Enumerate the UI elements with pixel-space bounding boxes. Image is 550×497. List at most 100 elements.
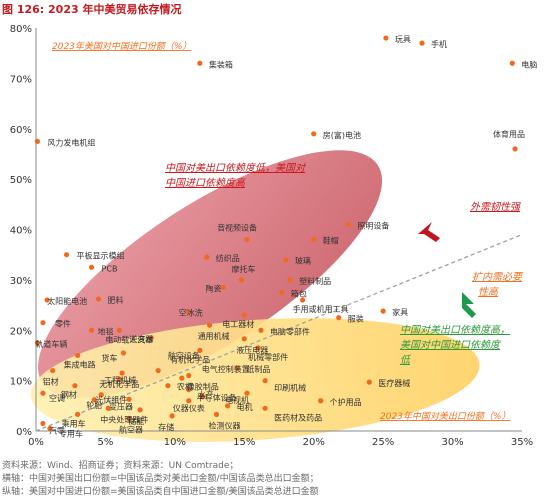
data-point (186, 398, 192, 404)
data-point (197, 347, 203, 353)
data-point (126, 415, 132, 422)
data-point (244, 236, 250, 243)
point-label: 电脑零部件 (270, 326, 310, 336)
data-point (241, 312, 247, 318)
point-label: 工程机械 (104, 375, 136, 385)
point-label: 无机化学品 (99, 379, 139, 389)
data-point (366, 379, 372, 385)
data-point (206, 322, 213, 328)
point-label: 电视机 (225, 395, 249, 405)
point-label: 航空设备 (168, 350, 200, 360)
point-label: 陶瓷 (205, 283, 221, 293)
point-label: 零件 (55, 319, 71, 329)
point-label: 中央处理器件 (100, 414, 148, 424)
point-label: 玻璃 (295, 256, 311, 266)
data-point (155, 367, 161, 374)
y-legend-caption: 2023年美国对中国进口份额（%） (52, 41, 191, 52)
point-label: 轨道车辆 (35, 339, 67, 349)
point-label: 家具 (392, 307, 408, 317)
data-point (50, 367, 56, 374)
data-point (91, 397, 97, 403)
data-point (225, 403, 231, 409)
point-label: 汽零 (49, 425, 65, 435)
x-tick-label: 25% (372, 437, 394, 448)
point-label: 机械零部件 (248, 352, 288, 362)
arrow-up-left-icon (418, 222, 440, 242)
point-label: 通用机械 (198, 331, 230, 341)
data-point (311, 131, 317, 137)
arrow-down-right-icon (462, 292, 476, 318)
y-tick-label: 50% (10, 175, 32, 186)
data-point (95, 296, 102, 302)
data-point (213, 411, 220, 417)
x-tick-label: 10% (164, 437, 186, 448)
x-tick-label: 15% (233, 437, 255, 448)
point-label: 医药材及药品 (274, 412, 322, 422)
data-point (165, 383, 171, 389)
point-label: 地毯 (98, 326, 114, 336)
point-label: 手机 (431, 39, 447, 49)
y-tick-label: 0% (16, 427, 32, 438)
data-point (44, 297, 50, 303)
data-point (279, 289, 285, 296)
data-point (186, 309, 192, 315)
region-annotation: 扩内需必要 (472, 271, 524, 283)
data-point (234, 365, 240, 371)
y-tick-label: 20% (10, 326, 32, 337)
data-point (283, 257, 289, 263)
point-label: 电动载人汽车 (105, 334, 153, 344)
point-label: 电机 (237, 402, 253, 412)
point-label: 电气控制装置 (202, 364, 250, 374)
data-point (318, 398, 324, 404)
data-point (98, 392, 104, 398)
point-label: 肥料 (107, 295, 123, 305)
point-label: 变压器 (109, 401, 133, 411)
data-point (197, 60, 203, 66)
point-label: 空调 (49, 393, 65, 403)
point-label: 摩托车 (232, 264, 256, 274)
figure-title-bar: 图 126: 2023 年中美贸易依存情况 (0, 0, 550, 16)
data-point (509, 60, 515, 66)
point-label: 航空器 (119, 424, 143, 434)
point-label: 橡胶制品 (187, 382, 219, 392)
x-tick-label: 35% (511, 437, 533, 448)
point-label: 电工器材 (222, 319, 254, 329)
point-label: 货车 (101, 353, 117, 363)
data-point (75, 411, 81, 417)
data-point (383, 35, 389, 41)
point-label: 个护用品 (330, 397, 362, 407)
trend-line (35, 233, 523, 432)
figure-title: 图 126: 2023 年中美贸易依存情况 (2, 3, 182, 16)
data-point (244, 390, 250, 396)
point-label: 水产 (198, 390, 214, 400)
data-point (238, 277, 245, 283)
data-point (126, 396, 132, 402)
data-point (137, 407, 143, 413)
data-point (105, 405, 111, 411)
data-point (179, 375, 185, 381)
data-point (380, 308, 386, 314)
point-label: 服装 (348, 314, 364, 324)
region-annotation: 中国进口依赖度高 (165, 177, 247, 189)
y-tick-label: 10% (10, 377, 32, 388)
data-point (186, 387, 192, 393)
point-label: 仪器仪表 (173, 403, 205, 413)
point-label: 医疗器械 (378, 378, 410, 388)
data-point (40, 420, 46, 427)
y-axis-definition: 纵轴：美国对中国进口份额=美国该品类自中国进口金额/美国该品类总进口金额 (2, 487, 319, 497)
data-point (258, 327, 264, 333)
region-annotation: 外需韧性强 (470, 201, 521, 213)
point-label: 风力发电机组 (47, 137, 95, 147)
data-point (287, 277, 293, 283)
point-label: 集装箱 (209, 59, 233, 69)
data-point (75, 352, 81, 359)
point-label: 鞋帽 (323, 236, 339, 246)
source-note: 资料来源：Wind、招商证券；资料来源：UN Comtrade； (2, 461, 239, 471)
point-label: 钢材 (61, 390, 77, 400)
region-annotation: 美国对中国进口依赖度 (400, 339, 502, 351)
point-label: 检测仪器 (209, 420, 241, 430)
data-point (220, 284, 227, 291)
region-annotation: 性高 (478, 286, 500, 298)
data-point (262, 405, 268, 411)
data-point (336, 315, 342, 321)
